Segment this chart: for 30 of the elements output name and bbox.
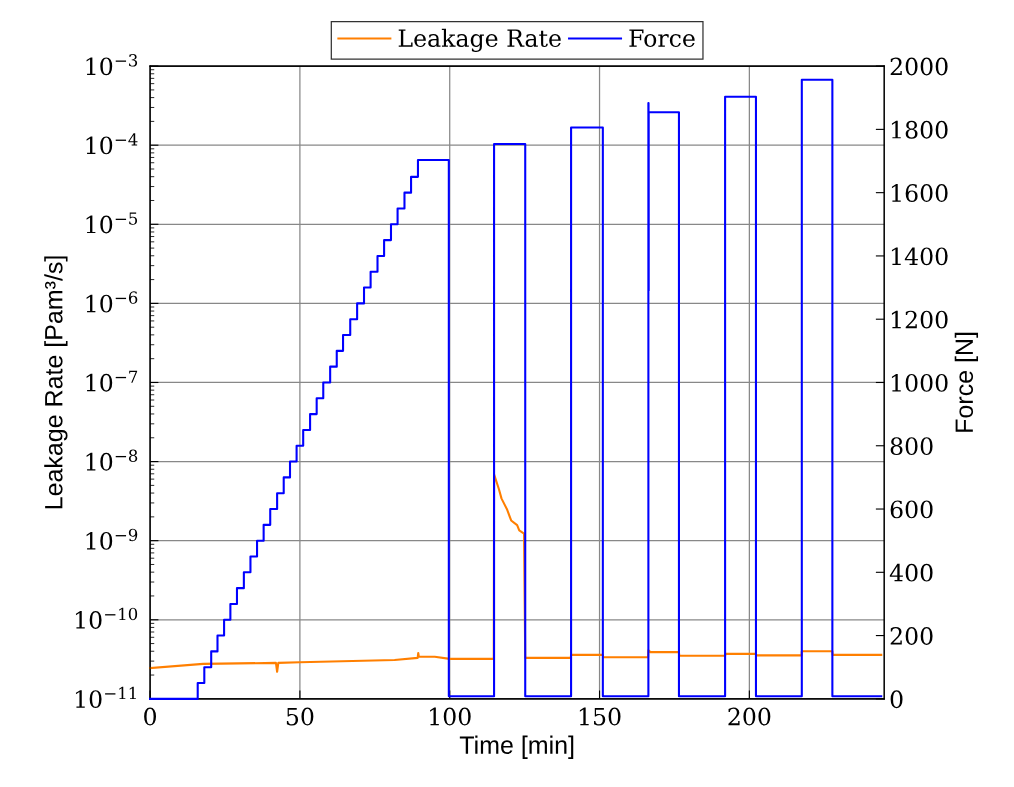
y2-tick-label: 400 — [889, 563, 933, 582]
y-tick-label: 10$^{−6}$ — [86, 291, 138, 313]
y2-tick-label: 2000 — [890, 57, 948, 76]
y2-tick-label: 1200 — [891, 310, 948, 329]
y2-axis-title: Force [N] — [954, 332, 979, 432]
y-tick-label: 10$^{−8}$ — [86, 449, 138, 471]
y2-tick-label: 1600 — [891, 184, 948, 202]
x-tick-label: 100 — [430, 707, 471, 726]
x-tick-label: 150 — [579, 707, 621, 726]
y-axis-title: Leakage Rate [Pam³/s] — [44, 256, 68, 509]
y2-tick-label: 800 — [890, 437, 933, 456]
y-tick-label: 10$^{−3}$ — [86, 54, 138, 76]
y2-tick-label: 1800 — [891, 120, 948, 139]
x-tick-label: 50 — [286, 707, 314, 726]
y-tick-label: 10$^{−9}$ — [86, 528, 138, 550]
x-axis-title: Time [min] — [459, 735, 574, 759]
x-tick-label: 0 — [144, 707, 157, 726]
y-tick-label: 10$^{−10}$ — [75, 607, 138, 629]
y2-tick-label: 200 — [890, 627, 933, 645]
y-tick-label: 10$^{−4}$ — [86, 133, 138, 155]
y-tick-label: 10$^{−11}$ — [75, 686, 136, 708]
legend-label: Leakage Rate — [398, 28, 561, 52]
x-tick-label: 200 — [728, 707, 771, 726]
y2-tick-label: 1400 — [891, 247, 948, 266]
y2-tick-label: 600 — [890, 500, 933, 519]
y-tick-label: 10$^{−5}$ — [86, 212, 138, 234]
y2-tick-label: 0 — [890, 690, 903, 709]
legend-label: Force — [629, 29, 695, 48]
y-tick-label: 10$^{−7}$ — [86, 370, 138, 392]
y2-tick-label: 1000 — [891, 373, 948, 392]
